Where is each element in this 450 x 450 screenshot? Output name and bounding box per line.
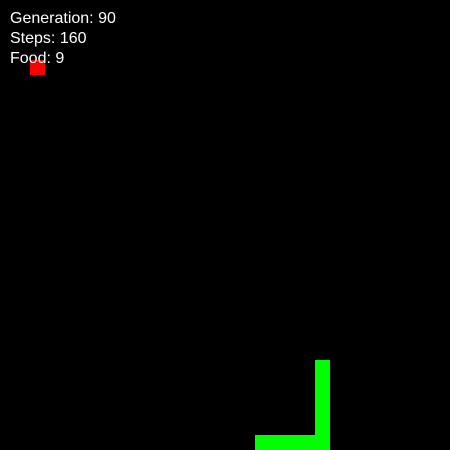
snake-segment (315, 390, 330, 405)
generation-label: Generation: (10, 10, 94, 27)
generation-counter: Generation: 90 (10, 10, 116, 28)
food-value: 9 (55, 50, 65, 67)
snake-segment (315, 435, 330, 450)
snake-segment (255, 435, 270, 450)
snake-segment (300, 435, 315, 450)
snake-segment (315, 405, 330, 420)
steps-counter: Steps: 160 (10, 30, 87, 48)
food-pellet (30, 60, 45, 75)
food-label: Food: (10, 50, 51, 67)
snake-segment (315, 375, 330, 390)
generation-value: 90 (98, 10, 116, 27)
snake-segment (270, 435, 285, 450)
snake-segment (285, 435, 300, 450)
snake-head (315, 360, 330, 375)
snake-segment (315, 420, 330, 435)
food-counter: Food: 9 (10, 50, 64, 68)
steps-value: 160 (59, 30, 87, 47)
steps-label: Steps: (10, 30, 56, 47)
